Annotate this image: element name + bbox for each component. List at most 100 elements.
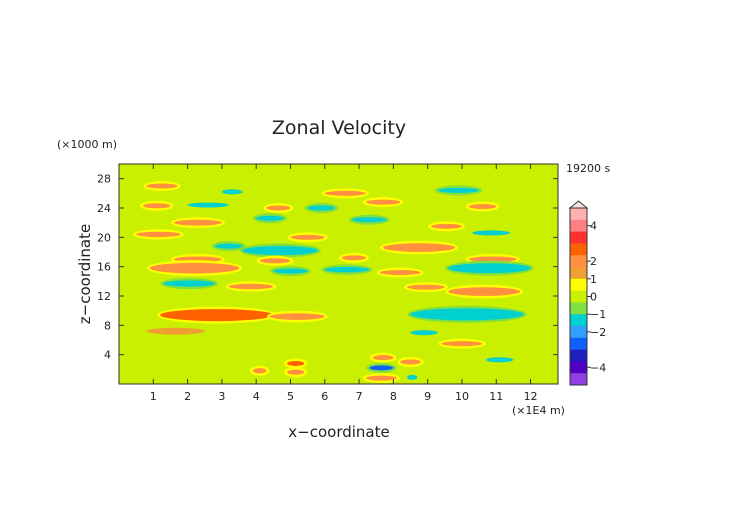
colorbar-segment [570, 208, 587, 221]
y-axis: 4 8 12 16 20 24 28 [97, 173, 558, 362]
field-band [441, 341, 483, 347]
field-band [407, 374, 418, 380]
colorbar-tick-label: 4 [590, 220, 597, 233]
colorbar-segment [570, 326, 587, 339]
colorbar-segment [570, 302, 587, 315]
colorbar-segment [570, 219, 587, 233]
field-band [290, 234, 325, 240]
colorbar: 4 2 1 0 −1 −2 −4 [568, 200, 606, 386]
field-band [287, 360, 305, 366]
field-band [448, 287, 521, 296]
colorbar-tick-label: 0 [590, 291, 597, 304]
field-band [468, 256, 517, 263]
field-band [372, 355, 394, 361]
field-band [242, 246, 318, 256]
field-band [269, 313, 325, 320]
y-tick-label: 4 [104, 349, 111, 362]
field-band [410, 308, 524, 321]
field-band [266, 205, 291, 211]
colorbar-segment [570, 278, 587, 292]
field-band [341, 255, 366, 261]
colorbar-tick-label: −2 [590, 326, 606, 339]
x-tick-label: 4 [253, 390, 260, 403]
field-band [228, 283, 274, 290]
velocity-field [133, 181, 534, 384]
field-band [149, 262, 240, 274]
colorbar-segment [570, 290, 587, 303]
field-band [252, 368, 267, 374]
y-tick-label: 12 [97, 290, 111, 303]
field-band [143, 203, 171, 209]
field-band [221, 189, 243, 195]
y-tick-label: 8 [104, 319, 111, 332]
y-axis-label: z−coordinate [76, 224, 94, 324]
field-band [437, 187, 480, 193]
y-tick-label: 28 [97, 173, 111, 186]
x-tick-label: 10 [455, 390, 469, 403]
field-band [307, 205, 336, 211]
x-tick-label: 8 [390, 390, 397, 403]
x-tick-label: 7 [356, 390, 363, 403]
field-band [352, 217, 387, 223]
field-band [383, 243, 456, 252]
field-band [256, 215, 284, 221]
x-tick-label: 1 [150, 390, 157, 403]
field-band [136, 231, 181, 238]
colorbar-segment [570, 243, 587, 256]
colorbar-tick-label: −1 [590, 308, 606, 321]
plot-frame [118, 163, 559, 385]
field-band [173, 219, 222, 226]
colorbar-tick-label: −4 [590, 361, 606, 374]
field-band [485, 357, 514, 363]
time-label: 19200 s [566, 162, 610, 175]
field-band [163, 280, 216, 287]
colorbar-segment [570, 314, 587, 327]
colorbar-segment [570, 255, 587, 268]
x-tick-label: 12 [524, 390, 538, 403]
x-axis-label: x−coordinate [288, 423, 389, 441]
field-band [187, 202, 229, 208]
x-tick-label: 3 [218, 390, 225, 403]
field-band [369, 365, 394, 371]
field-band [365, 199, 401, 205]
field-band [410, 330, 438, 336]
colorbar-segment [570, 337, 587, 351]
colorbar-tick-label: 2 [590, 255, 597, 268]
x-tick-label: 11 [489, 390, 503, 403]
colorbar-segment [570, 373, 587, 386]
colorbar-tick-label: 1 [590, 273, 597, 286]
field-band [400, 359, 421, 365]
field-band [215, 243, 243, 249]
field-band [287, 369, 305, 375]
field-band [324, 266, 370, 273]
x-axis: 1 2 3 4 5 6 7 8 9 10 11 12 [150, 164, 538, 403]
field-band [146, 183, 178, 189]
field-band [365, 375, 397, 381]
colorbar-segment [570, 231, 587, 244]
field-band [273, 268, 308, 274]
plot-area [118, 163, 559, 385]
field-band [146, 327, 205, 335]
field-band [431, 223, 462, 229]
x-tick-label: 2 [184, 390, 191, 403]
field-band [448, 263, 531, 274]
y-tick-label: 20 [97, 231, 111, 244]
field-band [324, 190, 366, 196]
field-band [160, 309, 274, 322]
field-band [472, 230, 510, 236]
x-unit-label: (×1E4 m) [512, 404, 565, 417]
field-band [468, 204, 497, 210]
x-tick-label: 9 [424, 390, 431, 403]
y-tick-label: 16 [97, 261, 111, 274]
field-band [407, 284, 445, 290]
y-unit-label: (×1000 m) [57, 138, 117, 151]
colorbar-segment [570, 349, 587, 362]
x-tick-label: 5 [287, 390, 294, 403]
colorbar-segment [570, 361, 587, 374]
colorbar-overflow-triangle [568, 200, 589, 209]
field-band [259, 258, 291, 264]
colorbar-segment [570, 267, 587, 280]
chart-title: Zonal Velocity [272, 117, 406, 139]
x-tick-label: 6 [321, 390, 328, 403]
